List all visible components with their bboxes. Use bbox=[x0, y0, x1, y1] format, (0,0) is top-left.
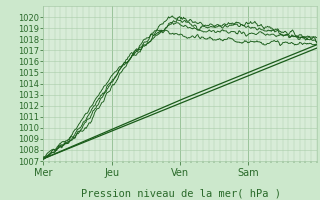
Text: Pression niveau de la mer( hPa ): Pression niveau de la mer( hPa ) bbox=[81, 188, 281, 198]
